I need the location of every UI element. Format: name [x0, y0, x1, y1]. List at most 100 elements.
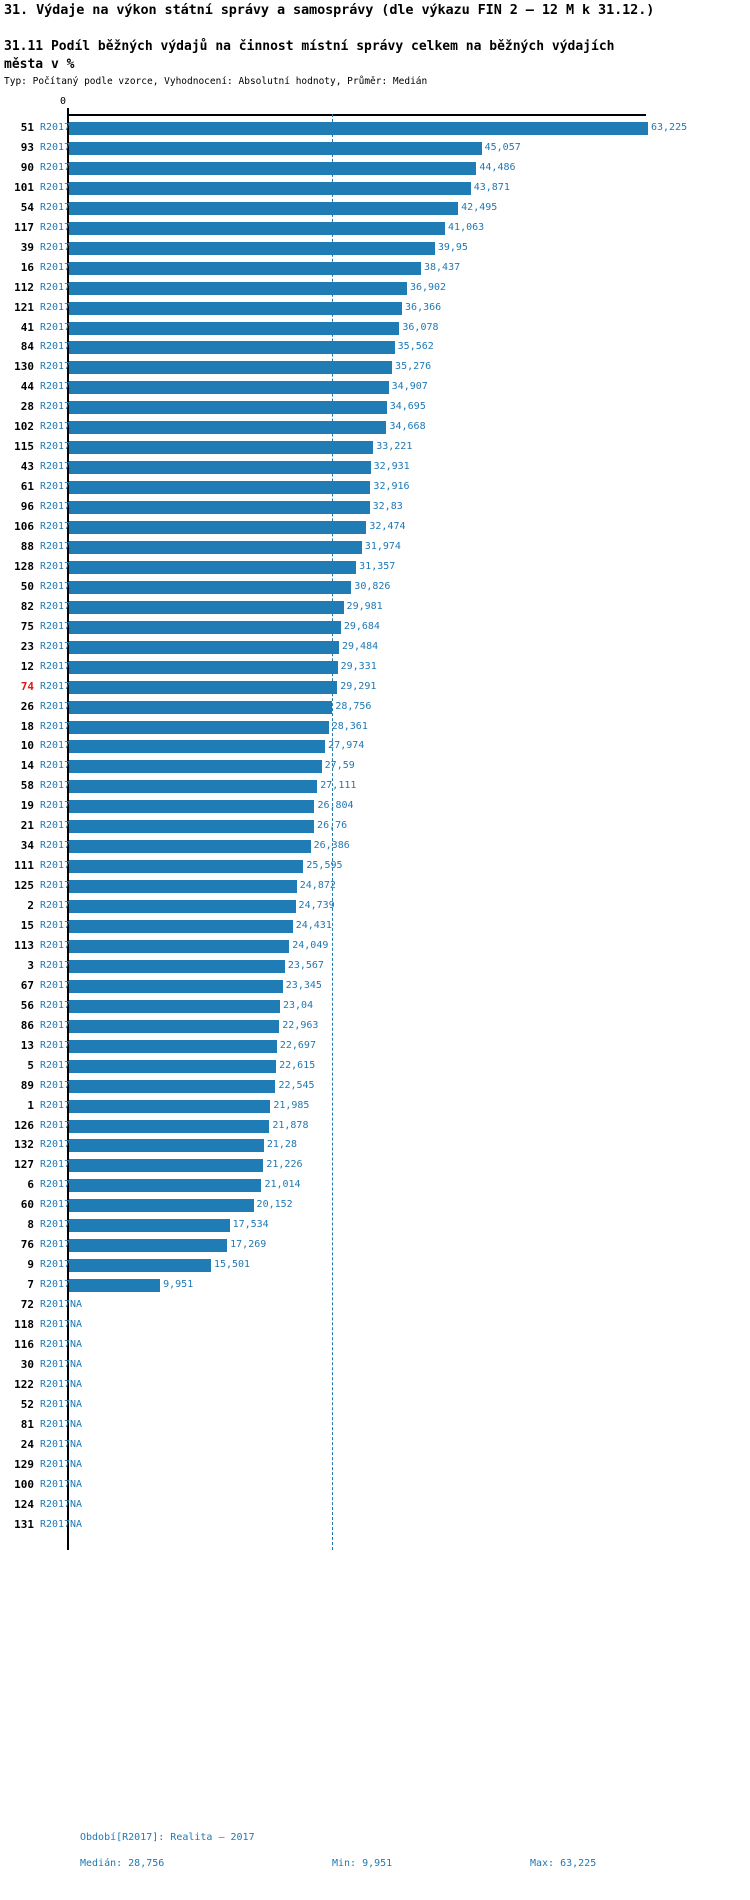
- bar[interactable]: [69, 820, 315, 834]
- bar[interactable]: [69, 1179, 262, 1193]
- table-row[interactable]: 131 R2017 NA: [0, 1515, 750, 1535]
- bar[interactable]: [69, 1159, 264, 1173]
- bar[interactable]: [69, 939, 290, 953]
- table-row[interactable]: 111 R2017 25,595: [0, 856, 750, 876]
- table-row[interactable]: 15 R2017 24,431: [0, 916, 750, 936]
- table-row[interactable]: 14 R2017 27,59: [0, 756, 750, 776]
- table-row[interactable]: 74 R2017 29,291: [0, 677, 750, 697]
- bar[interactable]: [69, 1119, 270, 1133]
- table-row[interactable]: 112 R2017 36,902: [0, 278, 750, 298]
- bar[interactable]: [69, 281, 407, 295]
- bar[interactable]: [69, 999, 280, 1013]
- table-row[interactable]: 130 R2017 35,276: [0, 357, 750, 377]
- table-row[interactable]: 81 R2017 NA: [0, 1415, 750, 1435]
- table-row[interactable]: 24 R2017 NA: [0, 1435, 750, 1455]
- table-row[interactable]: 51 R2017 63,225: [0, 118, 750, 138]
- table-row[interactable]: 23 R2017 29,484: [0, 637, 750, 657]
- bar[interactable]: [69, 700, 333, 714]
- table-row[interactable]: 88 R2017 31,974: [0, 537, 750, 557]
- table-row[interactable]: 90 R2017 44,486: [0, 158, 750, 178]
- table-row[interactable]: 1 R2017 21,985: [0, 1096, 750, 1116]
- table-row[interactable]: 21 R2017 26,76: [0, 816, 750, 836]
- bar[interactable]: [69, 780, 318, 794]
- table-row[interactable]: 118 R2017 NA: [0, 1315, 750, 1335]
- bar[interactable]: [69, 860, 304, 874]
- table-row[interactable]: 18 R2017 28,361: [0, 717, 750, 737]
- table-row[interactable]: 5 R2017 22,615: [0, 1056, 750, 1076]
- table-row[interactable]: 13 R2017 22,697: [0, 1036, 750, 1056]
- table-row[interactable]: 93 R2017 45,057: [0, 138, 750, 158]
- bar[interactable]: [69, 880, 297, 894]
- table-row[interactable]: 115 R2017 33,221: [0, 437, 750, 457]
- bar[interactable]: [69, 660, 338, 674]
- bar[interactable]: [69, 421, 387, 435]
- bar[interactable]: [69, 760, 322, 774]
- bar[interactable]: [69, 1099, 271, 1113]
- table-row[interactable]: 19 R2017 26,804: [0, 796, 750, 816]
- table-row[interactable]: 106 R2017 32,474: [0, 517, 750, 537]
- bar[interactable]: [69, 600, 344, 614]
- table-row[interactable]: 60 R2017 20,152: [0, 1195, 750, 1215]
- bar[interactable]: [69, 680, 338, 694]
- bar[interactable]: [69, 261, 421, 275]
- table-row[interactable]: 56 R2017 23,04: [0, 996, 750, 1016]
- bar[interactable]: [69, 122, 648, 135]
- table-row[interactable]: 7 R2017 9,951: [0, 1275, 750, 1295]
- table-row[interactable]: 89 R2017 22,545: [0, 1076, 750, 1096]
- bar[interactable]: [69, 361, 393, 375]
- table-row[interactable]: 76 R2017 17,269: [0, 1235, 750, 1255]
- bar[interactable]: [69, 580, 352, 594]
- table-row[interactable]: 122 R2017 NA: [0, 1375, 750, 1395]
- table-row[interactable]: 26 R2017 28,756: [0, 697, 750, 717]
- table-row[interactable]: 6 R2017 21,014: [0, 1175, 750, 1195]
- table-row[interactable]: 43 R2017 32,931: [0, 457, 750, 477]
- bar[interactable]: [69, 1199, 254, 1213]
- bar[interactable]: [69, 840, 311, 854]
- table-row[interactable]: 125 R2017 24,872: [0, 876, 750, 896]
- table-row[interactable]: 75 R2017 29,684: [0, 617, 750, 637]
- table-row[interactable]: 96 R2017 32,83: [0, 497, 750, 517]
- bar[interactable]: [69, 1139, 264, 1153]
- table-row[interactable]: 58 R2017 27,111: [0, 776, 750, 796]
- bar[interactable]: [69, 1259, 211, 1273]
- table-row[interactable]: 113 R2017 24,049: [0, 936, 750, 956]
- bar[interactable]: [69, 1019, 280, 1033]
- table-row[interactable]: 132 R2017 21,28: [0, 1135, 750, 1155]
- bar[interactable]: [69, 560, 357, 574]
- bar[interactable]: [69, 321, 400, 335]
- table-row[interactable]: 54 R2017 42,495: [0, 198, 750, 218]
- bar[interactable]: [69, 181, 471, 195]
- bar[interactable]: [69, 1279, 161, 1293]
- table-row[interactable]: 84 R2017 35,562: [0, 337, 750, 357]
- table-row[interactable]: 100 R2017 NA: [0, 1475, 750, 1495]
- table-row[interactable]: 39 R2017 39,95: [0, 238, 750, 258]
- bar[interactable]: [69, 341, 395, 355]
- table-row[interactable]: 82 R2017 29,981: [0, 597, 750, 617]
- bar[interactable]: [69, 441, 374, 455]
- bar[interactable]: [69, 221, 446, 235]
- bar[interactable]: [69, 501, 370, 515]
- bar[interactable]: [69, 461, 371, 475]
- table-row[interactable]: 16 R2017 38,437: [0, 258, 750, 278]
- bar[interactable]: [69, 481, 371, 495]
- table-row[interactable]: 61 R2017 32,916: [0, 477, 750, 497]
- table-row[interactable]: 102 R2017 34,668: [0, 417, 750, 437]
- table-row[interactable]: 9 R2017 15,501: [0, 1255, 750, 1275]
- table-row[interactable]: 52 R2017 NA: [0, 1395, 750, 1415]
- bar[interactable]: [69, 640, 339, 654]
- bar[interactable]: [69, 959, 285, 973]
- bar[interactable]: [69, 920, 293, 933]
- table-row[interactable]: 34 R2017 26,386: [0, 836, 750, 856]
- table-row[interactable]: 8 R2017 17,534: [0, 1215, 750, 1235]
- table-row[interactable]: 72 R2017 NA: [0, 1295, 750, 1315]
- table-row[interactable]: 50 R2017 30,826: [0, 577, 750, 597]
- table-row[interactable]: 3 R2017 23,567: [0, 956, 750, 976]
- table-row[interactable]: 126 R2017 21,878: [0, 1116, 750, 1136]
- table-row[interactable]: 12 R2017 29,331: [0, 657, 750, 677]
- bar[interactable]: [69, 1079, 276, 1093]
- table-row[interactable]: 121 R2017 36,366: [0, 298, 750, 318]
- bar[interactable]: [69, 201, 459, 215]
- table-row[interactable]: 101 R2017 43,871: [0, 178, 750, 198]
- table-row[interactable]: 129 R2017 NA: [0, 1455, 750, 1475]
- table-row[interactable]: 117 R2017 41,063: [0, 218, 750, 238]
